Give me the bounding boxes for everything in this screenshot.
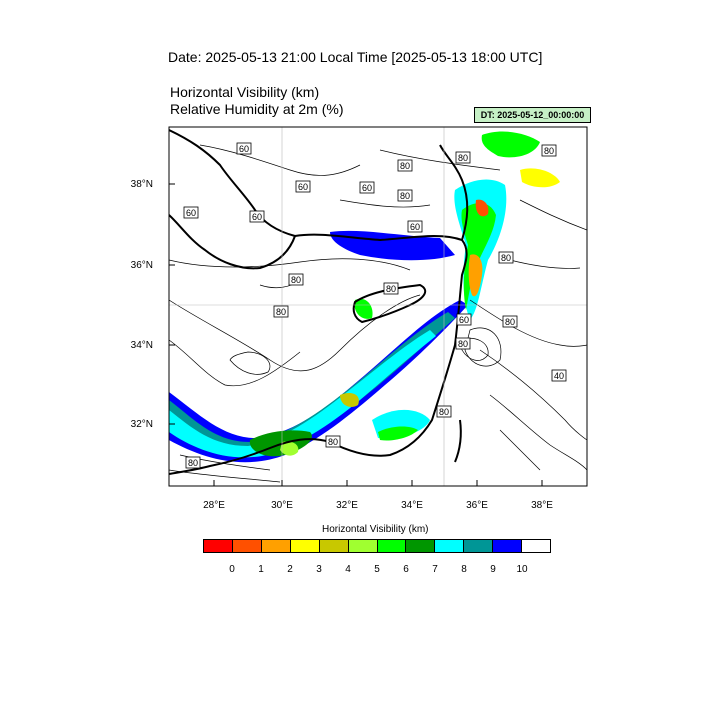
svg-text:80: 80	[439, 407, 449, 417]
title-humidity: Relative Humidity at 2m (%)	[170, 101, 344, 117]
visibility-patch-cyprus	[354, 298, 373, 319]
lon-tick-label: 30°E	[271, 500, 293, 511]
contour-label: 60	[456, 313, 472, 326]
colorbar-tick-label: 5	[374, 564, 380, 575]
contour-label: 60	[359, 181, 375, 194]
svg-text:80: 80	[501, 253, 511, 263]
longitude-axis: 28°E 30°E 32°E 34°E 36°E 38°E	[203, 480, 553, 511]
map-frame	[168, 126, 588, 487]
lat-tick-label: 32°N	[131, 419, 153, 430]
contour-label: 80	[325, 435, 341, 448]
contour-label: 60	[249, 210, 265, 223]
colorbar-tick-label: 9	[490, 564, 496, 575]
svg-text:80: 80	[328, 437, 338, 447]
colorbar-tick-label: 3	[316, 564, 322, 575]
colorbar-tick-label: 10	[516, 564, 528, 575]
contour-label: 80	[498, 251, 514, 264]
lat-tick-label: 38°N	[131, 179, 153, 190]
visibility-patch-ne-yellow	[520, 168, 560, 188]
colorbar-tick-label: 4	[345, 564, 351, 575]
colorbar-cell	[204, 540, 233, 552]
dt-badge: DT: 2025-05-12_00:00:00	[474, 107, 591, 123]
colorbar-tick-label: 6	[403, 564, 409, 575]
svg-text:80: 80	[386, 284, 396, 294]
colorbar-cell	[522, 540, 551, 552]
contour-label: 60	[183, 206, 199, 219]
lon-tick-label: 36°E	[466, 500, 488, 511]
colorbar-cell	[377, 540, 407, 552]
date-line: Date: 2025-05-13 21:00 Local Time [2025-…	[168, 49, 543, 65]
colorbar-cell	[261, 540, 291, 552]
contour-label: 80	[541, 144, 557, 157]
svg-text:80: 80	[458, 153, 468, 163]
svg-text:80: 80	[505, 317, 515, 327]
svg-text:80: 80	[291, 275, 301, 285]
colorbar-tick-label: 7	[432, 564, 438, 575]
svg-text:60: 60	[459, 315, 469, 325]
colorbar-tick-label: 1	[258, 564, 264, 575]
svg-text:80: 80	[544, 146, 554, 156]
contour-label: 80	[502, 315, 518, 328]
humidity-contours	[169, 144, 587, 483]
colorbar-cell	[290, 540, 320, 552]
svg-text:80: 80	[400, 191, 410, 201]
visibility-patch-turkey-red	[475, 199, 489, 217]
contour-label-group: 60 60 60 60 60 80 80 80 80 80 80 80 80 60 80 80 60 40 80 80…	[183, 142, 567, 469]
colorbar	[203, 539, 551, 553]
colorbar-cell	[464, 540, 494, 552]
svg-text:60: 60	[186, 208, 196, 218]
svg-text:80: 80	[458, 339, 468, 349]
colorbar-tick-label: 8	[461, 564, 467, 575]
lon-tick-label: 32°E	[336, 500, 358, 511]
colorbar-tick-label: 2	[287, 564, 293, 575]
colorbar-tick-label: 0	[229, 564, 235, 575]
contour-label: 40	[551, 369, 567, 382]
contour-label: 80	[455, 151, 471, 164]
contour-label: 60	[295, 180, 311, 193]
contour-label: 80	[436, 405, 452, 418]
contour-label: 80	[383, 282, 399, 295]
svg-text:40: 40	[554, 371, 564, 381]
svg-text:60: 60	[362, 183, 372, 193]
latitude-axis: 38°N 36°N 34°N 32°N	[131, 179, 175, 430]
svg-text:60: 60	[298, 182, 308, 192]
lon-tick-label: 38°E	[531, 500, 553, 511]
svg-text:80: 80	[276, 307, 286, 317]
colorbar-cell	[493, 540, 523, 552]
title-visibility: Horizontal Visibility (km)	[170, 84, 320, 100]
visibility-patch-coast-green	[378, 426, 418, 441]
colorbar-cell	[232, 540, 262, 552]
colorbar-cell	[319, 540, 349, 552]
contour-label: 80	[288, 273, 304, 286]
colorbar-cell	[435, 540, 465, 552]
visibility-patch-olive	[340, 393, 359, 407]
colorbar-cell	[348, 540, 378, 552]
contour-label: 80	[455, 337, 471, 350]
contour-label: 80	[185, 456, 201, 469]
svg-text:60: 60	[252, 212, 262, 222]
lon-tick-label: 34°E	[401, 500, 423, 511]
contour-label: 80	[273, 305, 289, 318]
contour-label: 60	[407, 220, 423, 233]
svg-text:80: 80	[400, 161, 410, 171]
visibility-patch-lime	[280, 441, 299, 456]
visibility-patch-ne-green	[481, 131, 540, 158]
contour-label: 80	[397, 159, 413, 172]
visibility-patch-turkey-orange	[468, 254, 483, 297]
contour-label: 80	[397, 189, 413, 202]
lat-tick-label: 34°N	[131, 340, 153, 351]
contour-label: 60	[236, 142, 252, 155]
lat-tick-label: 36°N	[131, 260, 153, 271]
colorbar-title: Horizontal Visibility (km)	[322, 524, 429, 535]
lon-tick-label: 28°E	[203, 500, 225, 511]
coastlines	[169, 129, 469, 475]
svg-text:60: 60	[239, 144, 249, 154]
map-plot-area: 60 60 60 60 60 80 80 80 80 80 80 80 80 60 80 80 60 40 80 80…	[169, 127, 587, 486]
svg-text:60: 60	[410, 222, 420, 232]
colorbar-cell	[406, 540, 436, 552]
svg-text:80: 80	[188, 458, 198, 468]
